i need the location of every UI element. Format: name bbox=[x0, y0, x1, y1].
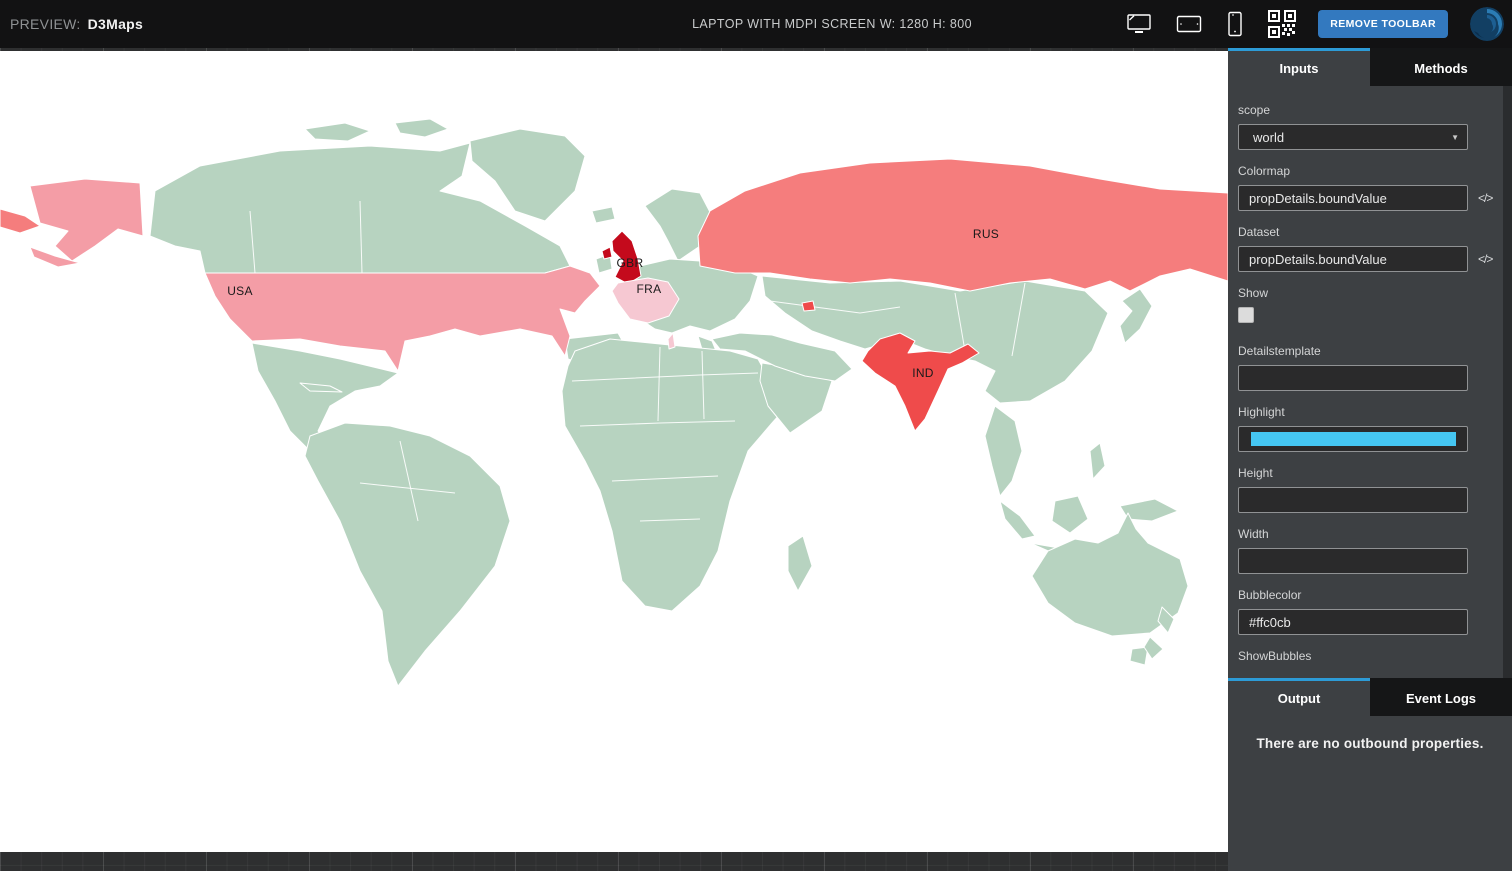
detailstemplate-input[interactable] bbox=[1238, 365, 1468, 391]
show-checkbox[interactable] bbox=[1238, 307, 1254, 323]
map-label-fra: FRA bbox=[637, 282, 662, 296]
qr-code-icon[interactable] bbox=[1268, 10, 1296, 38]
showbubbles-label: ShowBubbles bbox=[1238, 649, 1512, 663]
country-caucasus-dot bbox=[802, 301, 815, 311]
country-arctic-island bbox=[395, 119, 448, 137]
scope-select[interactable]: ▼ bbox=[1238, 124, 1468, 150]
show-label: Show bbox=[1238, 286, 1512, 300]
height-input[interactable] bbox=[1238, 487, 1468, 513]
code-binding-icon[interactable]: </> bbox=[1478, 252, 1492, 266]
app-name: D3Maps bbox=[88, 16, 143, 32]
country-russia bbox=[698, 159, 1228, 291]
country-madagascar bbox=[788, 536, 812, 591]
map-label-rus: RUS bbox=[973, 227, 999, 241]
colormap-input[interactable] bbox=[1238, 185, 1468, 211]
code-binding-icon[interactable]: </> bbox=[1478, 191, 1492, 205]
country-se-asia bbox=[985, 406, 1022, 496]
preview-label: PREVIEW: bbox=[10, 16, 81, 32]
device-info-text: LAPTOP WITH MDPI SCREEN W: 1280 H: 800 bbox=[692, 0, 972, 48]
map-canvas[interactable]: USA RUS GBR FRA IND bbox=[0, 51, 1228, 852]
tablet-icon[interactable] bbox=[1176, 15, 1202, 33]
bubblecolor-input[interactable] bbox=[1238, 609, 1468, 635]
highlight-label: Highlight bbox=[1238, 405, 1512, 419]
tab-event-logs[interactable]: Event Logs bbox=[1370, 678, 1512, 716]
country-sumatra bbox=[1000, 501, 1035, 539]
country-arctic-island bbox=[305, 123, 370, 141]
dataset-label: Dataset bbox=[1238, 225, 1512, 239]
width-label: Width bbox=[1238, 527, 1512, 541]
highlight-selection-bar bbox=[1251, 432, 1456, 446]
tab-inputs[interactable]: Inputs bbox=[1228, 48, 1370, 86]
highlight-field[interactable] bbox=[1238, 426, 1468, 452]
preview-title: PREVIEW: D3Maps bbox=[10, 0, 143, 48]
preview-toolbar: PREVIEW: D3Maps LAPTOP WITH MDPI SCREEN … bbox=[0, 0, 1512, 48]
detailstemplate-label: Detailstemplate bbox=[1238, 344, 1512, 358]
country-russia-west-sliver bbox=[0, 209, 40, 233]
inputs-scrollbar[interactable] bbox=[1503, 86, 1512, 678]
remove-toolbar-button[interactable]: REMOVE TOOLBAR bbox=[1318, 10, 1448, 38]
country-japan bbox=[1120, 289, 1152, 343]
brand-logo[interactable] bbox=[1470, 7, 1504, 41]
country-usa-alaska bbox=[30, 179, 143, 261]
scope-label: scope bbox=[1238, 103, 1512, 117]
country-south-america bbox=[305, 423, 510, 686]
country-iceland bbox=[592, 207, 615, 223]
map-label-gbr: GBR bbox=[617, 256, 644, 270]
bubblecolor-label: Bubblecolor bbox=[1238, 588, 1512, 602]
properties-panel: Inputs Methods scope ▼ Colormap </> Data… bbox=[1228, 48, 1512, 871]
map-label-usa: USA bbox=[227, 284, 253, 298]
country-philippines bbox=[1090, 443, 1105, 479]
no-outbound-properties-message: There are no outbound properties. bbox=[1228, 736, 1512, 751]
country-borneo bbox=[1052, 496, 1088, 533]
country-gbr-n-ireland bbox=[602, 247, 612, 259]
colormap-label: Colormap bbox=[1238, 164, 1512, 178]
height-label: Height bbox=[1238, 466, 1512, 480]
dataset-input[interactable] bbox=[1238, 246, 1468, 272]
phone-icon[interactable] bbox=[1226, 11, 1244, 37]
width-input[interactable] bbox=[1238, 548, 1468, 574]
world-choropleth-map[interactable] bbox=[0, 51, 1228, 852]
laptop-icon[interactable] bbox=[1126, 13, 1152, 35]
scope-select-value[interactable] bbox=[1238, 124, 1468, 150]
tab-output[interactable]: Output bbox=[1228, 678, 1370, 716]
output-panel: Output Event Logs There are no outbound … bbox=[1228, 678, 1512, 751]
output-eventlogs-tabbar: Output Event Logs bbox=[1228, 678, 1512, 716]
inputs-methods-tabbar: Inputs Methods bbox=[1228, 48, 1512, 86]
inputs-fields: scope ▼ Colormap </> Dataset </> Show De… bbox=[1228, 86, 1512, 678]
tab-methods[interactable]: Methods bbox=[1370, 48, 1512, 86]
map-label-ind: IND bbox=[912, 366, 934, 380]
country-corsica bbox=[668, 333, 675, 349]
